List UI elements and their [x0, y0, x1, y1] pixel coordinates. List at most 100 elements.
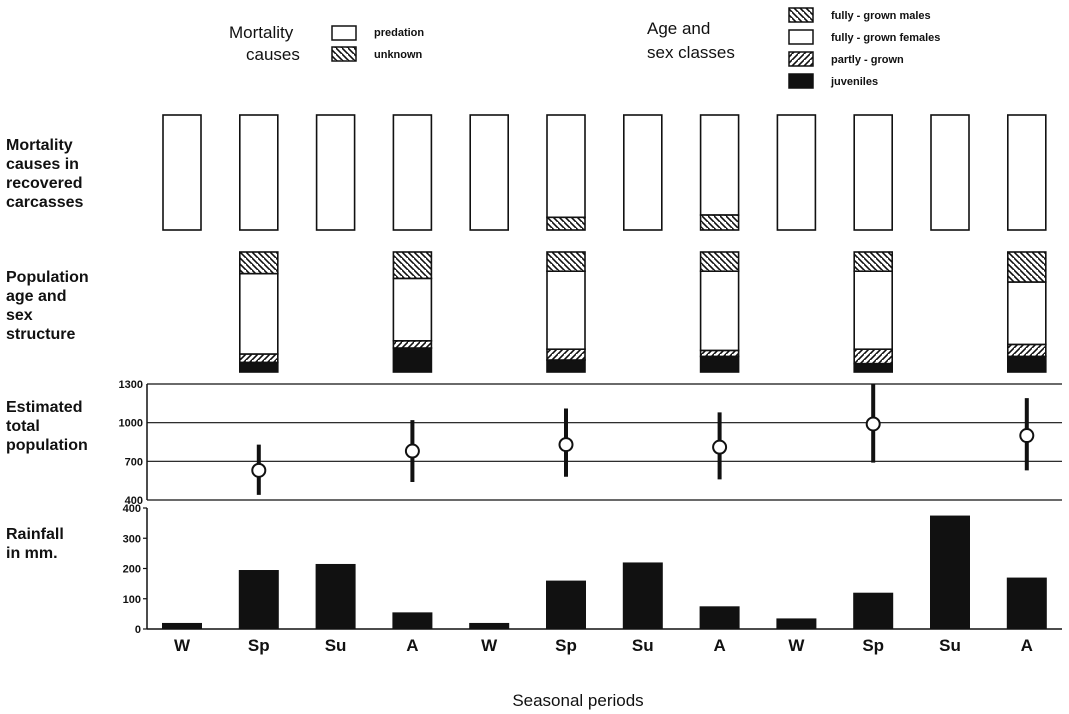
agesex-legend-title-2: sex classes: [647, 43, 735, 62]
estimate-point-1: [404, 443, 420, 459]
unknown-swatch: [331, 46, 357, 62]
season-label-11: A: [1021, 636, 1033, 655]
population-juveniles-segment-1: [392, 347, 433, 373]
population-structure-panel: [239, 251, 1047, 373]
population-row-label-4: structure: [6, 326, 75, 343]
partly-grown-swatch: [788, 51, 814, 67]
rainfall-row-label-1: Rainfall: [6, 526, 64, 543]
population-females-segment-2: [546, 270, 586, 351]
population-males-segment-5: [1006, 251, 1047, 283]
legend: Mortality causes predation unknown Age a…: [229, 7, 940, 89]
mortality-causes-panel: [162, 114, 1047, 231]
season-label-1: Sp: [248, 636, 270, 655]
season-label-5: Sp: [555, 636, 577, 655]
partly-grown-legend-label: partly - grown: [831, 54, 904, 66]
rainfall-tick-label-2: 200: [123, 564, 141, 576]
rainfall-tick-label-3: 300: [123, 533, 141, 545]
rainfall-bar-4: [469, 622, 510, 629]
population-females-segment-1: [392, 277, 433, 342]
season-labels: W Sp Su A W Sp Su A W Sp Su A: [174, 636, 1033, 655]
population-partly_grown-segment-3: [699, 349, 740, 358]
rainfall-bar-7: [699, 606, 740, 629]
mortality-predation-bar-4: [469, 114, 510, 231]
rainfall-bar-8: [776, 618, 817, 629]
females-swatch: [788, 29, 814, 45]
mortality-row-label-3: recovered: [6, 175, 83, 192]
estimate-tick-label-2: 1000: [119, 418, 143, 430]
rainfall-row-label-2: in mm.: [6, 545, 58, 562]
rainfall-bar-2: [315, 563, 356, 629]
population-juveniles-segment-4: [853, 362, 894, 373]
season-label-3: A: [406, 636, 418, 655]
season-label-7: A: [713, 636, 725, 655]
unknown-legend-label: unknown: [374, 49, 423, 61]
juveniles-legend-label: juveniles: [830, 76, 878, 88]
mortality-row-label-4: carcasses: [6, 194, 84, 211]
population-females-segment-3: [699, 270, 740, 352]
season-label-2: Su: [325, 636, 347, 655]
population-males-segment-0: [239, 251, 279, 275]
estimate-row-label-3: population: [6, 437, 88, 454]
mortality-predation-bar-10: [930, 114, 970, 231]
predation-swatch: [331, 25, 357, 41]
population-males-segment-1: [392, 251, 433, 280]
mortality-predation-bar-1: [239, 114, 279, 231]
mortality-unknown-bar-5: [546, 216, 586, 231]
estimate-row-label-2: total: [6, 418, 40, 435]
mortality-unknown-bar-7: [699, 214, 740, 231]
agesex-legend-title-1: Age and: [647, 19, 710, 38]
rainfall-bar-3: [392, 612, 433, 629]
population-partly_grown-segment-0: [239, 353, 279, 364]
rainfall-bar-10: [930, 515, 970, 629]
population-row-label-1: Population: [6, 269, 89, 286]
estimate-point-0: [251, 462, 267, 478]
mortality-predation-bar-2: [315, 114, 356, 231]
females-legend-label: fully - grown females: [831, 32, 940, 44]
population-females-segment-4: [853, 270, 894, 351]
population-juveniles-segment-2: [546, 359, 586, 373]
season-label-0: W: [174, 636, 191, 655]
population-males-segment-3: [699, 251, 740, 273]
mortality-row-label-1: Mortality: [6, 137, 73, 154]
season-label-8: W: [788, 636, 805, 655]
males-legend-label: fully - grown males: [831, 10, 931, 22]
estimate-point-4: [865, 416, 881, 432]
mortality-legend-title-2: causes: [246, 45, 300, 64]
population-partly_grown-segment-2: [546, 348, 586, 361]
season-label-4: W: [481, 636, 498, 655]
population-juveniles-segment-0: [239, 361, 279, 373]
estimate-point-5: [1019, 428, 1035, 444]
population-juveniles-segment-3: [699, 355, 740, 373]
x-axis-title: Seasonal periods: [512, 691, 643, 710]
season-label-6: Su: [632, 636, 654, 655]
estimate-row-label-1: Estimated: [6, 399, 82, 416]
population-females-segment-5: [1006, 281, 1047, 346]
population-partly_grown-segment-5: [1006, 343, 1047, 358]
mortality-predation-bar-0: [162, 114, 202, 231]
mortality-predation-bar-11: [1006, 114, 1047, 231]
estimate-tick-label-0: 400: [125, 495, 143, 507]
estimate-point-2: [558, 437, 574, 453]
population-partly_grown-segment-4: [853, 348, 894, 365]
population-females-segment-0: [239, 272, 279, 355]
estimate-tick-label-3: 1300: [119, 379, 143, 391]
season-label-10: Su: [939, 636, 961, 655]
mortality-predation-bar-8: [776, 114, 817, 231]
rainfall-bar-1: [238, 570, 279, 629]
estimated-population-panel: 400 700 1000 1300: [119, 379, 1062, 507]
rainfall-bar-6: [622, 562, 663, 629]
rainfall-tick-label-4: 400: [123, 503, 141, 515]
population-partly_grown-segment-1: [392, 339, 433, 349]
mortality-row-label-2: causes in: [6, 156, 79, 173]
estimate-point-3: [712, 439, 728, 455]
population-row-label-3: sex: [6, 307, 33, 324]
males-swatch: [788, 7, 814, 23]
mortality-predation-bar-3: [392, 114, 433, 231]
population-row-label-2: age and: [6, 288, 66, 305]
predation-legend-label: predation: [374, 27, 424, 39]
row-labels: Mortality causes in recovered carcasses …: [6, 137, 89, 562]
rainfall-tick-label-0: 0: [135, 624, 141, 636]
mortality-predation-bar-6: [622, 114, 663, 231]
population-juveniles-segment-5: [1006, 355, 1047, 373]
